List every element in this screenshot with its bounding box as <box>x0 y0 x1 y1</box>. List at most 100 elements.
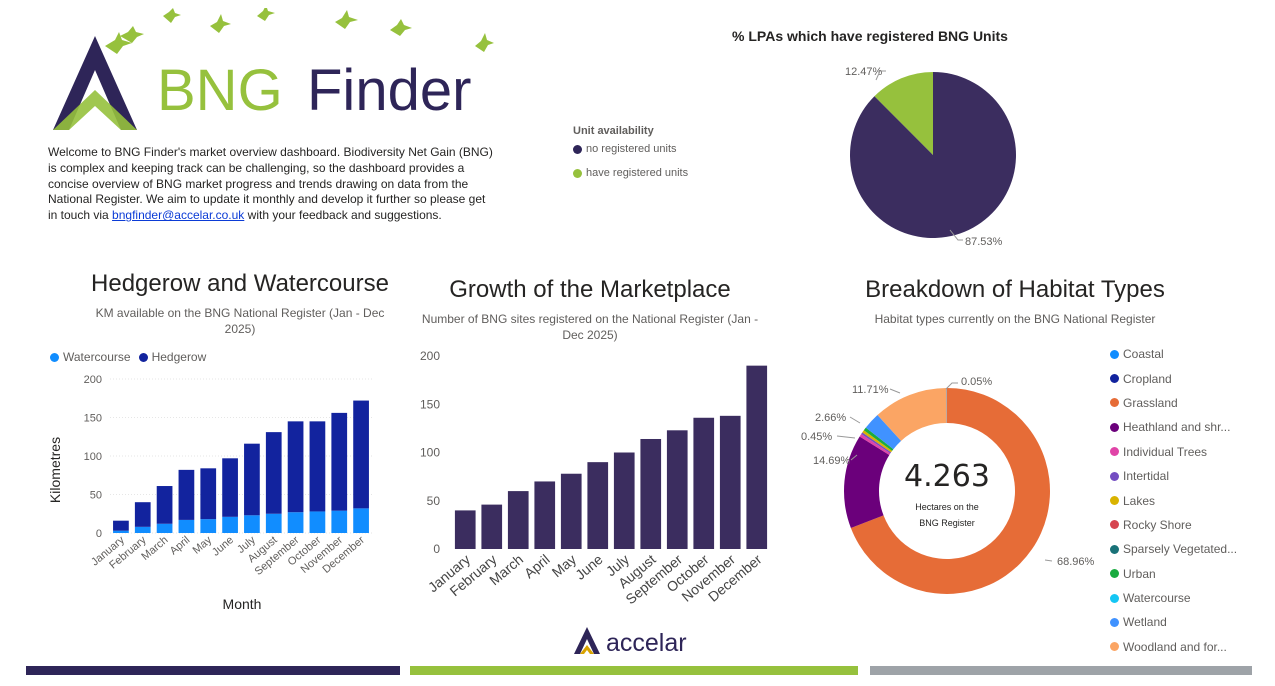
logo-text-finder: Finder <box>307 58 471 123</box>
bar-hedgerow-march[interactable] <box>156 486 173 524</box>
habitat-legend-item[interactable]: Watercourse <box>1110 586 1270 610</box>
habitat-legend-label: Cropland <box>1123 371 1172 386</box>
legend-item-hedgerow[interactable]: Hedgerow <box>138 350 206 364</box>
bar-november[interactable] <box>719 415 741 549</box>
legend-swatch <box>1110 569 1119 579</box>
growth-bar-chart[interactable]: 050100150200JanuaryFebruaryMarchAprilMay… <box>400 345 780 605</box>
habitat-legend-item[interactable]: Woodland and for... <box>1110 635 1270 659</box>
bar-hedgerow-august[interactable] <box>265 432 282 514</box>
legend-swatch <box>1110 471 1119 481</box>
habitat-legend-item[interactable]: Urban <box>1110 562 1270 586</box>
legend-swatch <box>50 352 59 362</box>
logo-text-bng: BNG <box>157 58 283 123</box>
donut-slice-intertidal[interactable] <box>861 432 892 454</box>
bar-watercourse-may[interactable] <box>200 519 217 533</box>
pie-slice-no-registered-units[interactable] <box>850 72 1016 238</box>
y-tick-label: 100 <box>420 446 440 460</box>
bar-hedgerow-november[interactable] <box>331 412 348 511</box>
donut-slice-grassland[interactable] <box>850 388 1050 594</box>
bar-april[interactable] <box>534 481 556 549</box>
habitat-legend-item[interactable]: Sparsely Vegetated... <box>1110 537 1270 561</box>
habitat-legend-label: Coastal <box>1123 347 1164 362</box>
y-tick-label: 100 <box>84 451 102 463</box>
donut-center-value: 4.263 <box>904 459 990 494</box>
bar-october[interactable] <box>693 417 715 549</box>
bar-watercourse-february[interactable] <box>134 526 151 533</box>
habitat-legend-item[interactable]: Heathland and shr... <box>1110 415 1270 439</box>
habitat-legend-item[interactable]: Grassland <box>1110 391 1270 415</box>
habitat-legend-label: Heathland and shr... <box>1123 420 1231 435</box>
legend-swatch <box>138 352 148 362</box>
feedback-email-link[interactable]: bngfinder@accelar.co.uk <box>112 208 245 223</box>
habitat-legend-label: Rocky Shore <box>1123 517 1192 532</box>
bar-hedgerow-october[interactable] <box>309 421 326 512</box>
habitat-legend-label: Intertidal <box>1123 469 1170 484</box>
accelar-chevron-icon <box>580 645 594 654</box>
habitat-legend-item[interactable]: Wetland <box>1110 610 1270 634</box>
bar-watercourse-june[interactable] <box>222 516 238 533</box>
bar-september[interactable] <box>666 430 688 549</box>
donut-slice-wetland[interactable] <box>865 415 902 450</box>
footer-bar-green <box>410 666 858 675</box>
habitat-donut-chart[interactable]: 4.263 Hectares on the BNG Register 68.96… <box>790 365 1110 610</box>
bar-watercourse-april[interactable] <box>178 519 195 533</box>
habitat-slice-label-coastal: 0.05% <box>961 376 992 388</box>
bar-hedgerow-february[interactable] <box>134 502 151 527</box>
bar-june[interactable] <box>587 462 609 549</box>
bar-watercourse-march[interactable] <box>156 523 173 533</box>
donut-slice-heathland-and-shr[interactable] <box>844 436 890 528</box>
bar-december[interactable] <box>746 365 768 549</box>
bar-hedgerow-july[interactable] <box>244 443 260 516</box>
habitat-legend-label: Lakes <box>1123 493 1156 508</box>
habitat-legend-item[interactable]: Individual Trees <box>1110 440 1270 464</box>
lpa-chart-title: % LPAs which have registered BNG Units <box>732 28 1008 44</box>
donut-center-label-line2: BNG Register <box>919 518 975 528</box>
bar-watercourse-august[interactable] <box>265 513 282 533</box>
bar-hedgerow-june[interactable] <box>222 458 238 517</box>
legend-swatch <box>1110 593 1119 603</box>
habitat-legend-item[interactable]: Lakes <box>1110 488 1270 512</box>
habitat-leader-line <box>850 454 858 461</box>
lpa-pie-chart[interactable]: 87.53% 12.47% <box>800 55 1050 255</box>
habitat-legend-label: Urban <box>1123 566 1156 581</box>
habitat-legend-item[interactable]: Rocky Shore <box>1110 513 1270 537</box>
lpa-leader-line <box>949 229 963 241</box>
donut-slice-lakes[interactable] <box>862 430 893 453</box>
bar-hedgerow-december[interactable] <box>353 400 369 509</box>
bar-watercourse-october[interactable] <box>309 511 326 533</box>
bar-hedgerow-april[interactable] <box>178 469 195 520</box>
bar-watercourse-december[interactable] <box>353 508 369 533</box>
bar-february[interactable] <box>481 504 503 549</box>
lpa-legend-item-has-units[interactable]: have registered units <box>573 167 688 179</box>
growth-subtitle-line2: Dec 2025) <box>562 328 618 342</box>
donut-slice-woodland-and-for[interactable] <box>877 388 947 441</box>
bar-watercourse-january[interactable] <box>113 530 129 533</box>
bar-watercourse-july[interactable] <box>244 515 260 533</box>
pie-slice-have-registered-units[interactable] <box>874 72 933 155</box>
bar-march[interactable] <box>507 491 529 549</box>
donut-slice-individual-trees[interactable] <box>859 433 891 455</box>
bar-hedgerow-september[interactable] <box>287 421 304 513</box>
bar-july[interactable] <box>613 452 635 550</box>
habitat-leader-line <box>836 435 856 439</box>
footer-bar-purple <box>26 666 400 675</box>
habitat-leader-line <box>1044 559 1053 562</box>
bar-may[interactable] <box>560 473 582 549</box>
bar-january[interactable] <box>454 510 476 549</box>
bar-hedgerow-may[interactable] <box>200 468 217 520</box>
legend-item-watercourse[interactable]: Watercourse <box>50 350 131 364</box>
habitat-legend-item[interactable]: Intertidal <box>1110 464 1270 488</box>
bar-august[interactable] <box>640 438 662 549</box>
bar-watercourse-november[interactable] <box>331 510 348 533</box>
bar-watercourse-september[interactable] <box>287 512 304 533</box>
habitat-legend-item[interactable]: Coastal <box>1110 342 1270 366</box>
habitat-legend: Coastal Cropland Grassland Heathland and sh… <box>1110 342 1270 659</box>
bar-hedgerow-january[interactable] <box>113 520 129 531</box>
logo-a-shape-icon <box>53 36 137 130</box>
lpa-legend-item-no-units[interactable]: no registered units <box>573 143 688 155</box>
lpa-leader-line <box>875 70 886 81</box>
donut-slice-urban[interactable] <box>863 427 894 451</box>
hedgerow-bar-chart[interactable]: Kilometres Month 050100150200JanuaryFebr… <box>40 365 390 615</box>
intro-body-end: with your feedback and suggestions. <box>244 208 442 223</box>
habitat-legend-item[interactable]: Cropland <box>1110 366 1270 390</box>
